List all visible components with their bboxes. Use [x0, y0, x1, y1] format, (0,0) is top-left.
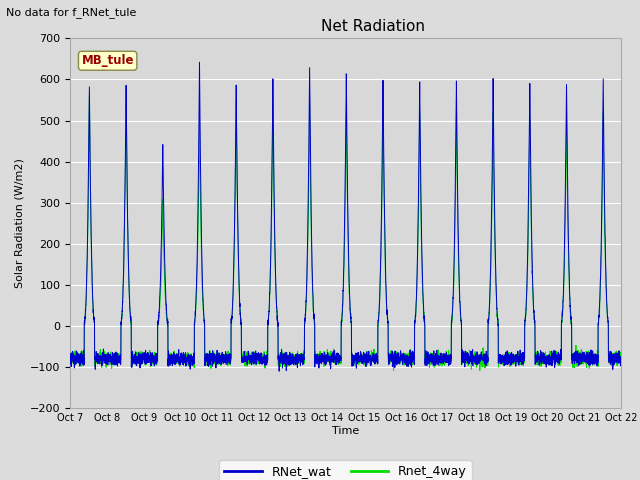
Legend: RNet_wat, Rnet_4way: RNet_wat, Rnet_4way: [220, 460, 472, 480]
Title: Net Radiation: Net Radiation: [321, 20, 425, 35]
Text: No data for f_RNet_tule: No data for f_RNet_tule: [6, 7, 137, 18]
X-axis label: Time: Time: [332, 426, 359, 436]
Y-axis label: Solar Radiation (W/m2): Solar Radiation (W/m2): [15, 158, 24, 288]
Text: MB_tule: MB_tule: [81, 54, 134, 67]
